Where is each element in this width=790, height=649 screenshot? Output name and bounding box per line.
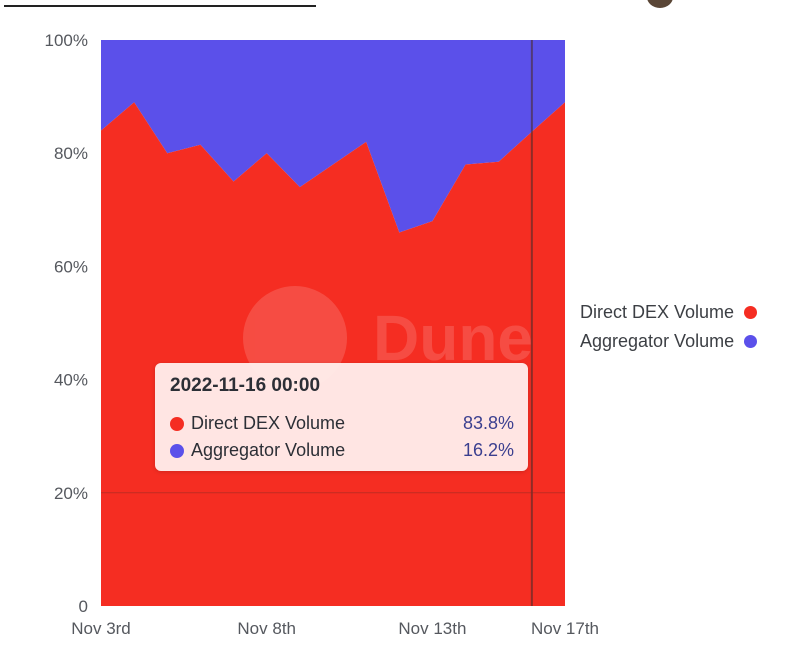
legend-item-direct[interactable]: Direct DEX Volume	[580, 298, 757, 327]
legend-label: Aggregator Volume	[580, 331, 735, 351]
tooltip-row-aggregator: Aggregator Volume 16.2%	[170, 440, 514, 461]
y-tick-label: 0	[79, 597, 88, 616]
tooltip-label: Direct DEX Volume	[191, 413, 346, 433]
tooltip-value: 83.8%	[462, 413, 514, 433]
tooltip-title: 2022-11-16 00:00	[170, 375, 321, 396]
plot-areas	[101, 40, 565, 606]
y-axis: 0 20% 40% 60% 80% 100%	[45, 31, 88, 616]
legend-label: Direct DEX Volume	[580, 302, 735, 322]
legend: Direct DEX Volume Aggregator Volume	[580, 298, 757, 356]
tooltip-dot-aggregator	[170, 443, 184, 458]
x-tick-label: Nov 8th	[237, 619, 296, 638]
x-axis: Nov 3rd Nov 8th Nov 13th Nov 17th	[71, 619, 599, 638]
y-tick-label: 60%	[54, 257, 88, 276]
watermark-text: Dune	[373, 302, 533, 374]
legend-dot-direct	[744, 306, 757, 319]
y-tick-label: 80%	[54, 144, 88, 163]
tooltip-value: 16.2%	[462, 440, 514, 460]
y-tick-label: 20%	[54, 484, 88, 503]
tooltip-row-direct: Direct DEX Volume 83.8%	[170, 413, 514, 434]
y-tick-label: 40%	[54, 371, 88, 390]
tooltip-label: Aggregator Volume	[191, 440, 346, 460]
tooltip-dot-direct	[170, 416, 184, 431]
x-tick-label: Nov 3rd	[71, 619, 131, 638]
area-direct	[101, 102, 565, 606]
x-tick-label: Nov 13th	[398, 619, 466, 638]
header-underline	[4, 0, 316, 7]
avatar[interactable]	[647, 0, 673, 8]
area-aggregator	[101, 40, 565, 233]
tooltip: 2022-11-16 00:00 Direct DEX Volume 83.8%…	[155, 363, 528, 471]
legend-item-aggregator[interactable]: Aggregator Volume	[580, 327, 757, 356]
legend-dot-aggregator	[744, 335, 757, 348]
x-tick-label: Nov 17th	[531, 619, 599, 638]
y-tick-label: 100%	[45, 31, 88, 50]
